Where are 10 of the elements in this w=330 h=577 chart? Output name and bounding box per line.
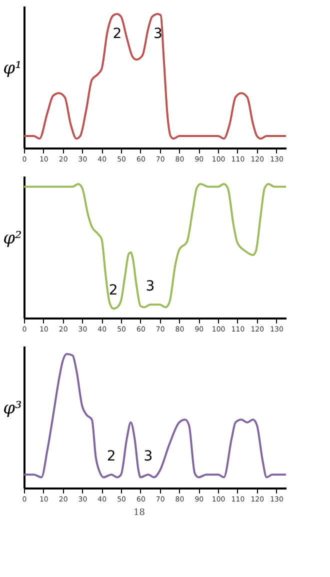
annotation: 2 xyxy=(112,26,122,42)
text: 18 xyxy=(134,508,146,518)
y-axis-title: φ¹ xyxy=(3,58,22,78)
annotation: 3 xyxy=(144,448,153,465)
annotation: 2 xyxy=(108,282,118,299)
y-axis-title: φ² xyxy=(3,228,22,248)
annotation: 3 xyxy=(153,26,162,42)
y-axis-title: φ³ xyxy=(3,398,22,418)
annotation: 2 xyxy=(106,448,116,465)
annotation: 3 xyxy=(146,278,155,295)
